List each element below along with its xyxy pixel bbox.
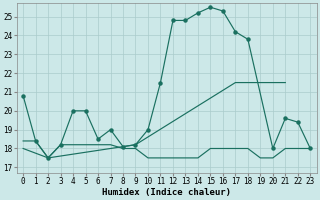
X-axis label: Humidex (Indice chaleur): Humidex (Indice chaleur) [102,188,231,197]
